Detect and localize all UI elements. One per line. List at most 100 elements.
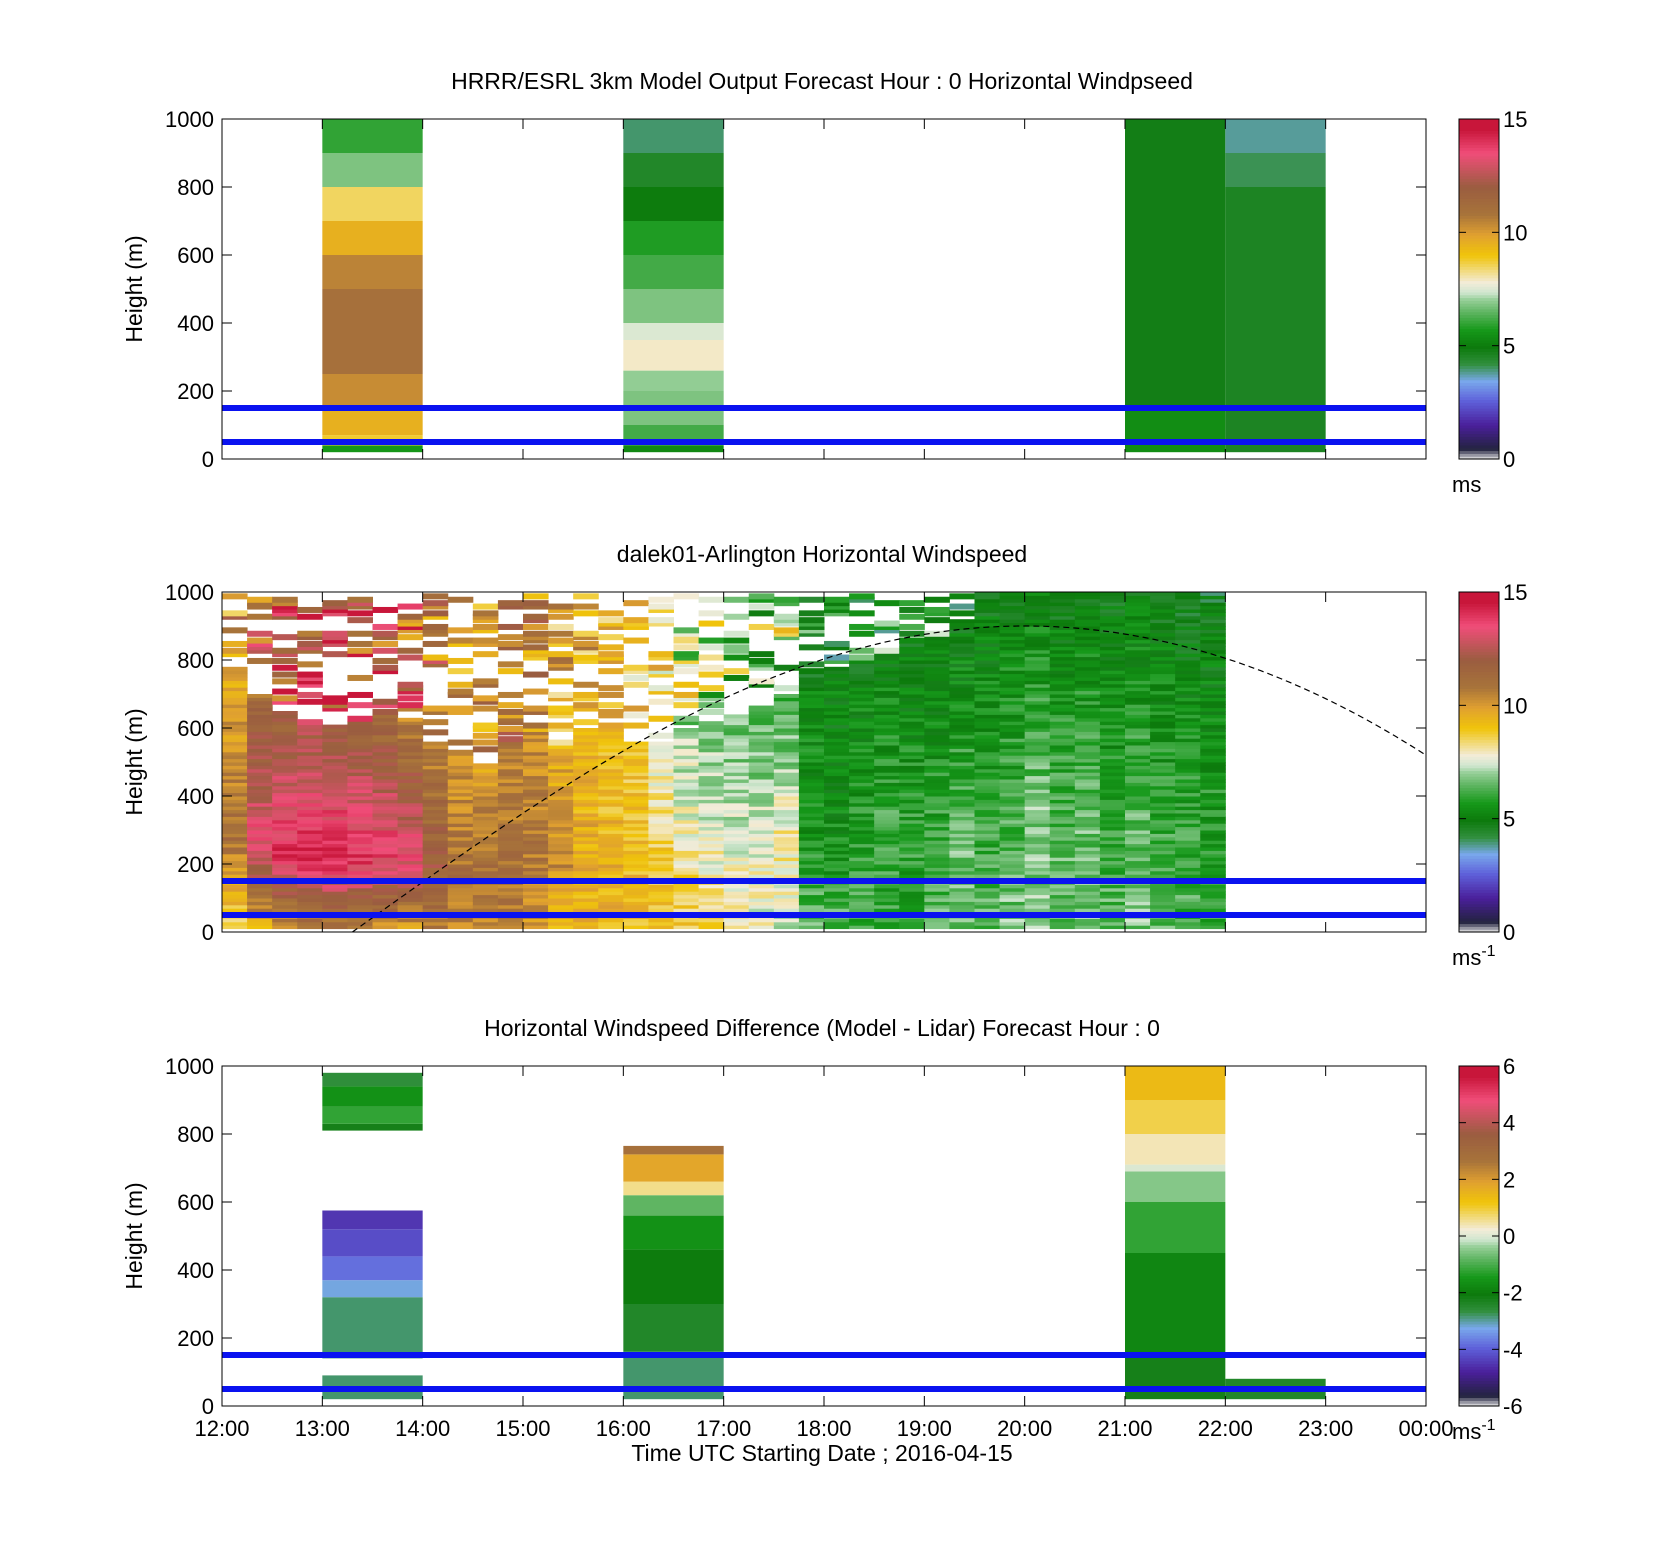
data-cell <box>773 630 800 637</box>
data-cell <box>748 796 775 800</box>
data-cell <box>523 898 549 902</box>
data-cell <box>272 830 298 834</box>
data-cell <box>372 738 399 743</box>
data-cell <box>623 681 649 688</box>
colorbar-band <box>1459 289 1499 293</box>
data-cell <box>798 779 825 783</box>
data-cell <box>1049 605 1076 610</box>
data-cell <box>924 840 950 845</box>
data-cell <box>798 782 825 787</box>
data-cell <box>1049 731 1076 736</box>
data-cell <box>899 864 925 868</box>
data-cell <box>397 918 424 923</box>
colorbar-band <box>1459 614 1499 619</box>
data-cell <box>899 830 925 834</box>
data-cell <box>1175 850 1201 855</box>
colorbar-band <box>1459 1119 1499 1124</box>
data-cell <box>673 884 700 889</box>
data-cell <box>322 374 423 408</box>
data-cell <box>222 640 248 647</box>
data-cell <box>472 830 499 834</box>
data-cell <box>1024 847 1051 851</box>
data-cell <box>422 925 449 930</box>
data-cell <box>297 719 323 726</box>
data-cell <box>673 860 700 865</box>
data-cell <box>272 634 298 641</box>
data-cell <box>748 596 775 603</box>
data-cell <box>899 724 925 729</box>
data-cell <box>497 715 524 722</box>
data-cell <box>849 833 875 838</box>
data-cell <box>748 721 775 726</box>
data-cell <box>1125 663 1151 668</box>
data-cell <box>297 887 323 892</box>
data-cell <box>523 843 549 848</box>
data-cell <box>698 745 725 749</box>
data-cell <box>573 734 599 739</box>
data-cell <box>1175 867 1201 872</box>
data-cell <box>623 620 649 627</box>
data-cell <box>999 802 1026 807</box>
colorbar-band <box>1459 1108 1499 1112</box>
data-cell <box>272 695 298 702</box>
colorbar-band <box>1459 810 1499 814</box>
data-cell <box>648 789 674 794</box>
data-cell <box>1099 626 1126 630</box>
data-cell <box>1049 717 1076 722</box>
data-cell <box>447 755 474 760</box>
data-cell <box>372 836 399 841</box>
data-cell <box>497 765 524 770</box>
data-cell <box>1024 836 1051 841</box>
data-cell <box>874 819 900 824</box>
data-cell <box>447 596 474 603</box>
data-cell <box>798 734 825 739</box>
data-cell <box>297 792 323 797</box>
data-cell <box>849 830 875 834</box>
data-cell <box>272 833 298 838</box>
data-cell <box>272 853 298 858</box>
data-cell <box>773 755 800 760</box>
colorbar-band <box>1459 266 1499 270</box>
data-cell <box>723 823 750 828</box>
data-cell <box>1099 847 1126 851</box>
data-cell <box>974 836 1001 841</box>
data-cell <box>347 785 373 790</box>
data-cell <box>748 748 775 753</box>
data-cell <box>397 717 424 722</box>
data-cell <box>422 623 449 630</box>
colorbar-band <box>1459 713 1499 718</box>
data-cell <box>1175 626 1201 630</box>
data-cell <box>523 765 549 770</box>
data-cell <box>523 884 549 889</box>
data-cell <box>974 738 1001 743</box>
data-cell <box>1049 887 1076 892</box>
data-cell <box>297 782 323 787</box>
colorbar-band <box>1459 677 1499 681</box>
data-cell <box>1024 717 1051 722</box>
data-cell <box>673 765 700 770</box>
data-cell <box>297 731 323 736</box>
data-cell <box>347 617 373 624</box>
data-cell <box>573 728 599 732</box>
colorbar-band <box>1459 832 1499 837</box>
colorbar-band <box>1459 167 1499 171</box>
data-cell <box>1049 836 1076 841</box>
data-cell <box>899 843 925 848</box>
data-cell <box>1150 649 1176 654</box>
data-cell <box>497 779 524 783</box>
colorbar-band <box>1459 923 1499 927</box>
data-cell <box>874 680 900 685</box>
colorbar-band <box>1459 221 1499 225</box>
data-cell <box>974 789 1001 794</box>
data-cell <box>824 792 850 797</box>
data-cell <box>548 799 574 804</box>
data-cell <box>222 894 248 899</box>
data-cell <box>723 644 750 651</box>
data-cell <box>1024 697 1051 702</box>
data-cell <box>1125 850 1151 855</box>
data-cell <box>1074 629 1101 634</box>
colorbar-band <box>1459 875 1499 879</box>
data-cell <box>272 799 298 804</box>
data-cell <box>874 751 900 756</box>
data-cell <box>573 823 599 828</box>
